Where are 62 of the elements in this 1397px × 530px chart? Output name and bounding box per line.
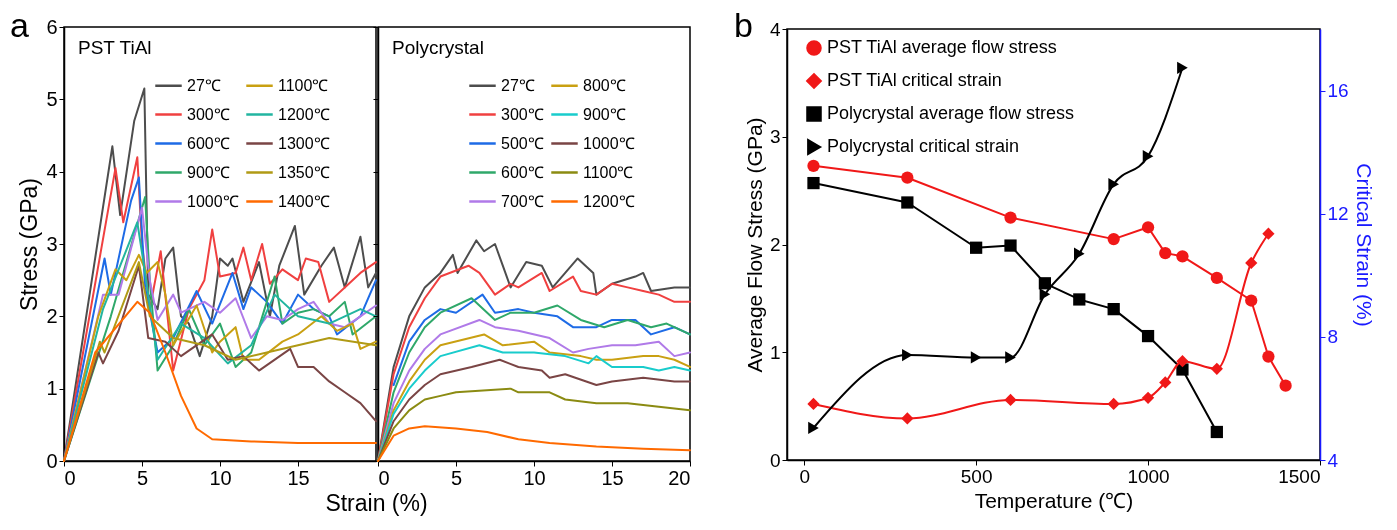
- x-tick-label: 20: [668, 466, 691, 489]
- y2-tick-label: 12: [1327, 203, 1349, 225]
- x-tick-label: 10: [523, 466, 546, 489]
- y-tick-label: 4: [769, 18, 781, 40]
- text: b: [734, 6, 753, 44]
- text: a: [10, 6, 29, 44]
- y2-tick-label: 8: [1327, 326, 1339, 348]
- y2-tick-label: 16: [1327, 80, 1349, 102]
- y-tick-label: 2: [769, 234, 781, 255]
- legend-label: 500℃: [501, 134, 544, 152]
- y-tick-label: 3: [769, 126, 781, 148]
- legend-label: 27℃: [501, 76, 535, 94]
- x-tick-label: 1000: [1127, 465, 1170, 487]
- x-tick-label: 15: [287, 466, 310, 489]
- legend-label: 1000℃: [583, 134, 635, 152]
- x-tick-label: 500: [960, 465, 993, 487]
- legend-label: 1200℃: [583, 192, 635, 210]
- x-tick-label: 5: [450, 466, 463, 489]
- legend-label: Polycrystal critical strain: [827, 136, 1020, 156]
- y-tick-label: 1: [769, 341, 781, 363]
- legend-label: 900℃: [187, 163, 230, 181]
- legend-label: 300℃: [501, 105, 544, 123]
- y-tick-label: 0: [769, 449, 781, 471]
- legend-label: 900℃: [583, 105, 626, 123]
- x-tick-label: 0: [378, 466, 390, 489]
- legend-label: Polycrystal average flow stress: [827, 103, 1075, 123]
- x-axis-title: Strain (%): [325, 489, 428, 516]
- y-axis-title: Average Flow Stress (GPa): [742, 117, 766, 373]
- x-tick-label: 15: [601, 466, 624, 489]
- x-tick-label: 1500: [1278, 465, 1321, 487]
- legend-label: 700℃: [501, 192, 544, 210]
- legend-label: PST TiAl average flow stress: [827, 37, 1057, 57]
- legend-label: 1000℃: [187, 192, 239, 210]
- y-axis-title: Stress (GPa): [16, 178, 43, 311]
- x-tick-label: 10: [209, 466, 232, 489]
- x-tick-label: 0: [799, 465, 810, 487]
- legend-label: PST TiAl critical strain: [827, 70, 1002, 90]
- x-tick-label: 5: [136, 466, 149, 489]
- y-tick-label: 2: [46, 304, 58, 327]
- legend-label: 800℃: [583, 76, 626, 94]
- y2-tick-label: 4: [1327, 449, 1339, 471]
- y-tick-label: 6: [46, 15, 58, 38]
- y-tick-label: 1: [46, 377, 58, 400]
- y-tick-label: 5: [46, 87, 58, 110]
- legend-label: 1350℃: [278, 163, 330, 181]
- text: Polycrystal: [392, 37, 484, 58]
- legend-label: 1100℃: [583, 163, 634, 181]
- legend-label: 1400℃: [278, 192, 330, 210]
- y2-axis-title: Critical Strain (%): [1352, 163, 1376, 327]
- y-tick-label: 4: [46, 160, 58, 183]
- x-axis-title: Temperature (℃): [974, 488, 1134, 512]
- text: PST TiAl: [78, 37, 152, 58]
- legend-label: 1100℃: [278, 76, 329, 94]
- legend-label: 300℃: [187, 105, 230, 123]
- legend-label: 1200℃: [278, 105, 330, 123]
- y-tick-label: 0: [46, 449, 58, 472]
- legend-label: 27℃: [187, 76, 221, 94]
- x-tick-label: 0: [64, 466, 76, 489]
- legend-label: 600℃: [187, 134, 230, 152]
- legend-label: 600℃: [501, 163, 544, 181]
- y-tick-label: 3: [46, 232, 58, 255]
- legend-label: 1300℃: [278, 134, 330, 152]
